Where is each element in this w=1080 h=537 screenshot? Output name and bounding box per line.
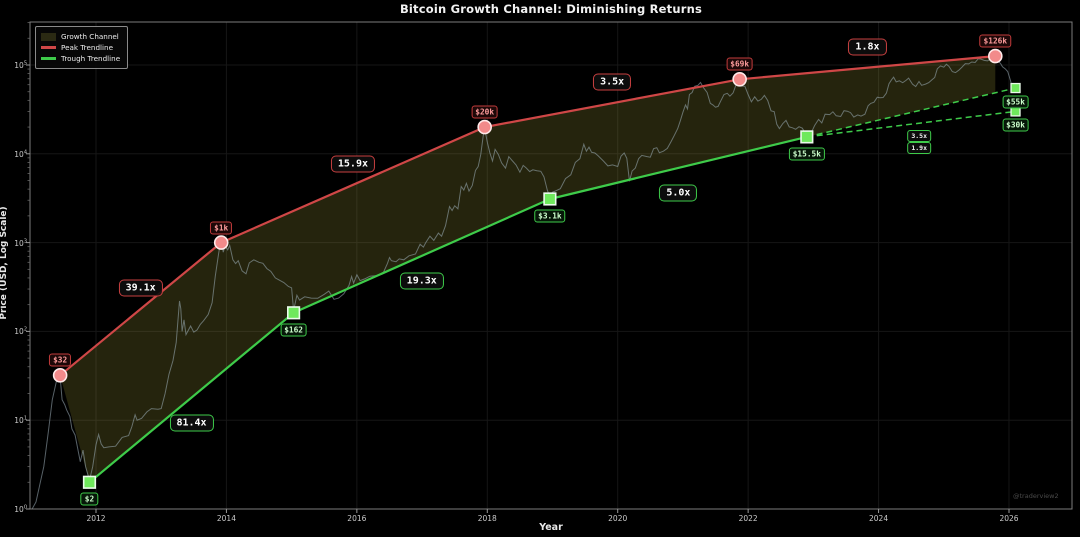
- x-tick-2024: 2024: [869, 514, 889, 523]
- projection-multiplier-label-0: 3.5x: [907, 130, 931, 143]
- x-tick-2026: 2026: [999, 514, 1019, 523]
- trough-multiplier-label-0: 81.4x: [169, 414, 214, 432]
- trough-price-label-3: $15.5k: [788, 147, 825, 161]
- x-tick-2016: 2016: [347, 514, 367, 523]
- x-axis-title: Year: [539, 522, 563, 533]
- projection-price-label-1: $30k: [1002, 118, 1029, 132]
- peak-price-label-3: $69k: [726, 57, 754, 71]
- x-tick-2014: 2014: [216, 514, 236, 523]
- trough-price-label-1: $162: [280, 323, 307, 337]
- peak-multiplier-label-1: 15.9x: [330, 155, 375, 173]
- x-tick-2018: 2018: [477, 514, 497, 523]
- chart-title: Bitcoin Growth Channel: Diminishing Retu…: [399, 2, 703, 16]
- y-axis-title: Price (USD, Log Scale): [0, 206, 9, 320]
- legend-item-trough-trendline: Trough Trendline: [41, 53, 120, 64]
- peak-multiplier-label-2: 3.5x: [593, 73, 632, 91]
- peak-price-label-1: $1k: [210, 221, 233, 235]
- trough-price-label-2: $3.1k: [534, 209, 566, 223]
- peak-price-label-4: $126k: [979, 34, 1012, 48]
- x-tick-2020: 2020: [608, 514, 628, 523]
- y-tick-1e4: 104: [14, 149, 27, 159]
- peak-price-label-0: $32: [49, 353, 72, 367]
- trough-price-label-0: $2: [80, 492, 99, 506]
- peak-multiplier-label-0: 39.1x: [118, 279, 163, 297]
- projection-price-label-0: $55k: [1002, 95, 1029, 109]
- peak-multiplier-label-3: 1.8x: [848, 38, 887, 56]
- watermark: @traderview2: [1013, 492, 1059, 500]
- x-tick-2012: 2012: [86, 514, 106, 523]
- y-tick-1e2: 102: [14, 326, 27, 337]
- trough-line-swatch-icon: [41, 57, 56, 60]
- y-tick-1e5: 105: [14, 60, 27, 70]
- peak-line-swatch-icon: [41, 46, 56, 49]
- projection-multiplier-label-1: 1.9x: [907, 142, 931, 155]
- peak-price-label-2: $20k: [471, 105, 499, 119]
- legend: Growth Channel Peak Trendline Trough Tre…: [35, 26, 129, 69]
- legend-item-peak-trendline: Peak Trendline: [41, 42, 120, 53]
- x-tick-2022: 2022: [738, 514, 758, 523]
- trough-multiplier-label-1: 19.3x: [399, 272, 444, 290]
- y-tick-1e1: 101: [14, 415, 27, 425]
- channel-swatch-icon: [41, 32, 56, 41]
- y-tick-1e0: 100: [14, 504, 27, 514]
- trough-multiplier-label-2: 5.0x: [659, 184, 698, 202]
- y-tick-1e3: 103: [14, 237, 27, 248]
- legend-item-growth-channel: Growth Channel: [41, 31, 120, 42]
